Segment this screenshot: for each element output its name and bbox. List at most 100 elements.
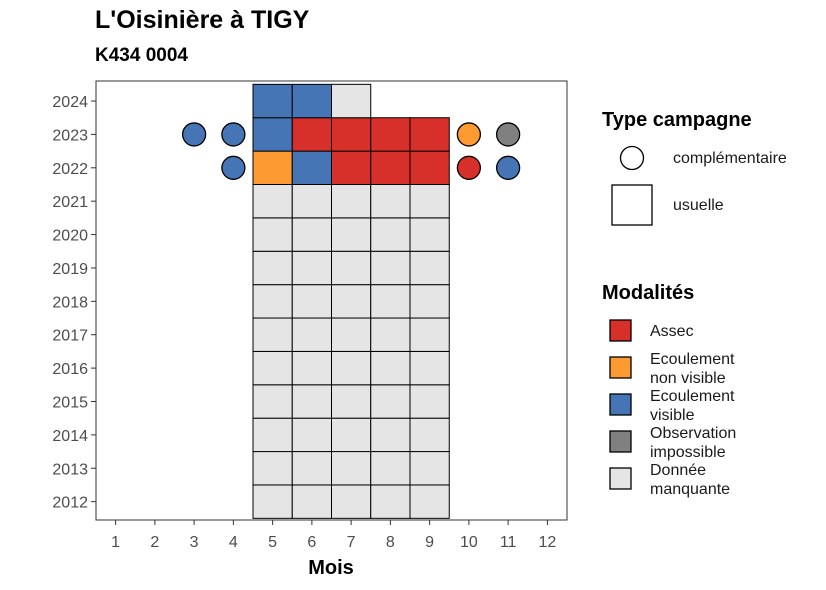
cell-2012-5: [252, 484, 293, 519]
point-2023-11: [495, 122, 521, 147]
cell-2015-8: [370, 384, 411, 419]
x-axis-label: Mois: [308, 557, 354, 579]
x-tick-label-9: 9: [425, 534, 434, 551]
cell-2022-5: [252, 150, 293, 185]
y-tick-label-2021: 2021: [52, 194, 88, 211]
cell-2021-6: [291, 183, 332, 219]
legend-modalites-title: Modalités: [602, 282, 694, 304]
cell-2020-9: [409, 217, 450, 252]
y-tick-label-2015: 2015: [52, 394, 88, 411]
cell-2013-6: [291, 451, 332, 486]
x-tick-label-7: 7: [347, 534, 356, 551]
cell-2016-8: [370, 350, 411, 386]
cell-2016-6: [291, 350, 332, 386]
legend-modalite-label-2-0: Ecoulement: [650, 388, 735, 405]
legend: Type campagne complémentaire usuelle Modali…: [602, 109, 787, 498]
cell-2018-6: [291, 284, 332, 319]
x-tick-label-3: 3: [190, 534, 199, 551]
cell-2015-7: [331, 384, 372, 419]
cell-2021-9: [409, 183, 450, 219]
y-tick-label-2020: 2020: [52, 228, 88, 245]
legend-swatch-1: [609, 356, 632, 379]
legend-modalite-label-0-0: Assec: [650, 323, 694, 340]
legend-swatch-3: [609, 430, 632, 453]
cell-2022-6: [291, 150, 332, 185]
legend-modalite-label-3-1: impossible: [650, 444, 726, 461]
y-tick-label-2017: 2017: [52, 328, 88, 345]
legend-swatch-4: [609, 467, 632, 490]
cell-2017-7: [331, 317, 372, 352]
legend-swatch-2: [609, 393, 632, 416]
cell-2012-9: [409, 484, 450, 519]
cell-2012-8: [370, 484, 411, 519]
cell-2020-8: [370, 217, 411, 252]
y-axis: 2012 2013 2014 2015 2016 2017 2018 2019 2020 2021…: [52, 94, 96, 512]
cell-2019-6: [291, 250, 332, 286]
legend-modalite-label-1-1: non visible: [650, 370, 726, 387]
point-2022-10: [456, 155, 482, 180]
cell-2012-7: [331, 484, 372, 519]
cell-2015-9: [409, 384, 450, 419]
legend-type-label-circle: complémentaire: [673, 150, 787, 167]
cell-2022-7: [331, 150, 372, 185]
x-tick-label-6: 6: [307, 534, 316, 551]
cell-2019-7: [331, 250, 372, 286]
cell-2017-5: [252, 317, 293, 352]
cell-2016-7: [331, 350, 372, 386]
x-tick-label-11: 11: [500, 534, 517, 551]
cell-2021-7: [331, 183, 372, 219]
cell-2017-6: [291, 317, 332, 352]
y-tick-label-2019: 2019: [52, 261, 88, 278]
cell-2024-7: [331, 83, 372, 119]
y-tick-label-2018: 2018: [52, 294, 88, 311]
point-2022-4: [221, 155, 246, 180]
cell-2023-8: [370, 117, 411, 152]
cell-2012-6: [291, 484, 332, 519]
cell-2014-8: [370, 417, 411, 453]
cell-2019-8: [370, 250, 411, 286]
cell-2014-5: [252, 417, 293, 453]
y-tick-label-2013: 2013: [52, 461, 88, 478]
cell-2023-9: [409, 117, 450, 152]
x-tick-label-10: 10: [460, 534, 478, 551]
y-tick-label-2012: 2012: [52, 495, 88, 512]
chart-title: L'Oisinière à TIGY: [95, 6, 310, 34]
legend-modalite-label-2-1: visible: [650, 407, 695, 424]
y-tick-label-2024: 2024: [52, 94, 88, 111]
cell-2015-5: [252, 384, 293, 419]
cell-2016-5: [252, 350, 293, 386]
cell-2020-7: [331, 217, 372, 252]
chart-subtitle: K434 0004: [95, 45, 188, 66]
cell-2019-9: [409, 250, 450, 286]
legend-modalite-label-1-0: Ecoulement: [650, 351, 735, 368]
cell-2024-6: [291, 83, 332, 119]
x-tick-label-2: 2: [150, 534, 159, 551]
cell-2018-8: [370, 284, 411, 319]
legend-type-label-square: usuelle: [673, 197, 724, 214]
cell-2013-8: [370, 451, 411, 486]
legend-circle-icon: [619, 145, 645, 171]
cell-2021-5: [252, 183, 293, 219]
cell-2014-7: [331, 417, 372, 453]
cell-2016-9: [409, 350, 450, 386]
legend-modalite-label-4-1: manquante: [650, 481, 730, 498]
x-tick-label-1: 1: [111, 534, 120, 551]
y-tick-label-2022: 2022: [52, 161, 88, 178]
cell-2013-9: [409, 451, 450, 486]
cell-2017-9: [409, 317, 450, 352]
cell-2020-5: [252, 217, 293, 252]
legend-modalite-label-3-0: Observation: [650, 425, 736, 442]
point-2023-3: [181, 122, 207, 147]
cell-2020-6: [291, 217, 332, 252]
legend-swatch-0: [609, 319, 632, 342]
x-tick-label-8: 8: [386, 534, 395, 551]
legend-type-title: Type campagne: [602, 109, 752, 131]
cell-2018-5: [252, 284, 293, 319]
x-tick-label-12: 12: [538, 534, 556, 551]
y-tick-label-2023: 2023: [52, 127, 88, 144]
point-2023-10: [456, 122, 482, 147]
cell-2013-7: [331, 451, 372, 486]
cell-2023-5: [252, 117, 293, 152]
x-tick-label-5: 5: [268, 534, 277, 551]
